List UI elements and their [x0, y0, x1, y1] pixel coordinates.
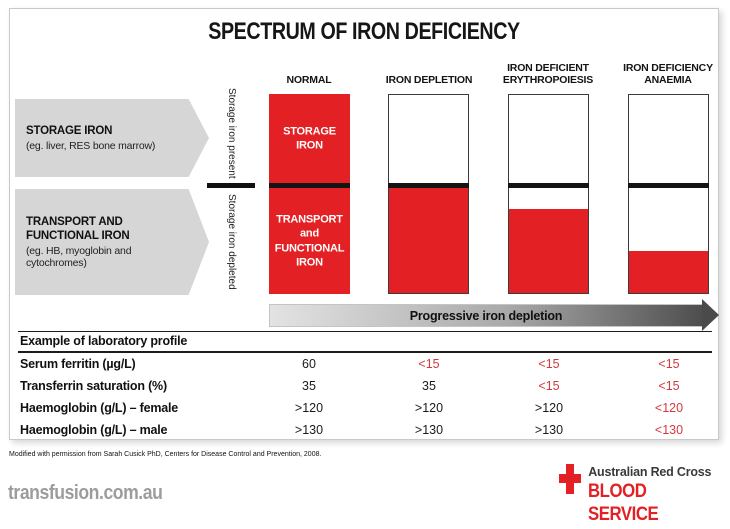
transport-iron-fill	[629, 251, 708, 293]
bar-ide-storage-section	[508, 94, 589, 183]
table-value: 35	[422, 379, 436, 393]
bar-normal-storage-section: STORAGE IRON	[269, 94, 350, 183]
axis-label-storage-iron-depleted: Storage iron depleted	[226, 194, 237, 290]
legend-transport-iron-subtitle: (eg. HB, myoglobin and cytochromes)	[26, 245, 132, 270]
progressive-depletion-arrow: Progressive iron depletion	[269, 304, 703, 327]
table-value: <15	[538, 379, 560, 393]
row-label-haemoglobin-female: Haemoglobin (g/L) – female	[20, 401, 179, 415]
table-value: >120	[534, 401, 564, 415]
row-label-serum-ferritin: Serum ferritin (µg/L)	[20, 357, 136, 371]
row-label-haemoglobin-male: Haemoglobin (g/L) – male	[20, 423, 168, 437]
table-value: <15	[538, 357, 560, 371]
column-header-iron-depletion: IRON DEPLETION	[385, 74, 473, 87]
table-value: <15	[418, 357, 440, 371]
logo-text: Australian Red Cross BLOOD SERVICE	[588, 465, 730, 526]
bar-ida-transport-section	[628, 188, 709, 294]
table-value: >120	[414, 401, 444, 415]
table-value: >120	[294, 401, 324, 415]
bar-normal-storage-label: STORAGE IRON	[283, 125, 336, 152]
table-value: <15	[658, 379, 680, 393]
bar-normal-transport-section: TRANSPORT and FUNCTIONAL IRON	[269, 188, 350, 294]
legend-transport-iron-box: TRANSPORT AND FUNCTIONAL IRON (eg. HB, m…	[15, 189, 209, 295]
logo-org-name: Australian Red Cross	[588, 465, 712, 479]
bar-normal: STORAGE IRON TRANSPORT and FUNCTIONAL IR…	[269, 94, 350, 294]
bar-normal-transport-label: TRANSPORT and FUNCTIONAL IRON	[274, 213, 345, 269]
legend-storage-iron-box: STORAGE IRON (eg. liver, RES bone marrow…	[15, 99, 209, 177]
bar-divider	[628, 183, 709, 188]
bar-iron-deficiency-anaemia	[628, 94, 709, 294]
infographic-card: SPECTRUM OF IRON DEFICIENCY NORMAL IRON …	[9, 8, 719, 440]
bar-divider	[269, 183, 350, 188]
table-header: Example of laboratory profile	[20, 334, 188, 348]
table-value: >130	[534, 423, 564, 437]
logo-service-name: BLOOD SERVICE	[588, 480, 659, 525]
legend-storage-iron-title: STORAGE IRON	[26, 124, 113, 137]
arrow-head-icon	[702, 299, 719, 331]
progressive-depletion-label: Progressive iron depletion	[409, 308, 563, 323]
row-label-transferrin-saturation: Transferrin saturation (%)	[20, 379, 167, 393]
column-header-normal: NORMAL	[286, 74, 332, 87]
column-header-iron-deficiency-anaemia: IRON DEFICIENCY ANAEMIA	[623, 61, 713, 87]
bar-iron-depletion-transport-section	[388, 188, 469, 294]
table-value: >130	[414, 423, 444, 437]
red-cross-blood-service-logo: Australian Red Cross BLOOD SERVICE	[559, 462, 730, 526]
legend-transport-iron-title: TRANSPORT AND FUNCTIONAL IRON	[26, 215, 130, 242]
transport-iron-fill	[389, 188, 468, 293]
table-header-rule	[18, 351, 712, 353]
bar-ide-transport-section	[508, 188, 589, 294]
page-title: SPECTRUM OF IRON DEFICIENCY	[208, 18, 520, 45]
axis-label-storage-iron-present: Storage iron present	[226, 87, 237, 179]
source-footnote: Modified with permission from Sarah Cusi…	[9, 451, 322, 458]
table-value: <130	[654, 423, 684, 437]
bar-iron-depletion-storage-section	[388, 94, 469, 183]
table-value: <120	[654, 401, 684, 415]
legend-storage-iron-subtitle: (eg. liver, RES bone marrow)	[26, 140, 156, 153]
red-cross-icon	[559, 464, 581, 494]
table-value: <15	[658, 357, 680, 371]
column-header-iron-deficient-erythropoiesis: IRON DEFICIENT ERYTHROPOIESIS	[502, 61, 594, 87]
table-value: 60	[302, 357, 316, 371]
bar-iron-deficient-erythropoiesis	[508, 94, 589, 294]
table-value: >130	[294, 423, 324, 437]
website-url: transfusion.com.au	[8, 482, 163, 504]
axis-separator-line	[207, 183, 255, 188]
transport-iron-fill	[509, 209, 588, 293]
table-value: 35	[302, 379, 316, 393]
table-top-rule	[18, 331, 712, 332]
bar-ida-storage-section	[628, 94, 709, 183]
bar-iron-depletion	[388, 94, 469, 294]
bar-divider	[508, 183, 589, 188]
bar-divider	[388, 183, 469, 188]
